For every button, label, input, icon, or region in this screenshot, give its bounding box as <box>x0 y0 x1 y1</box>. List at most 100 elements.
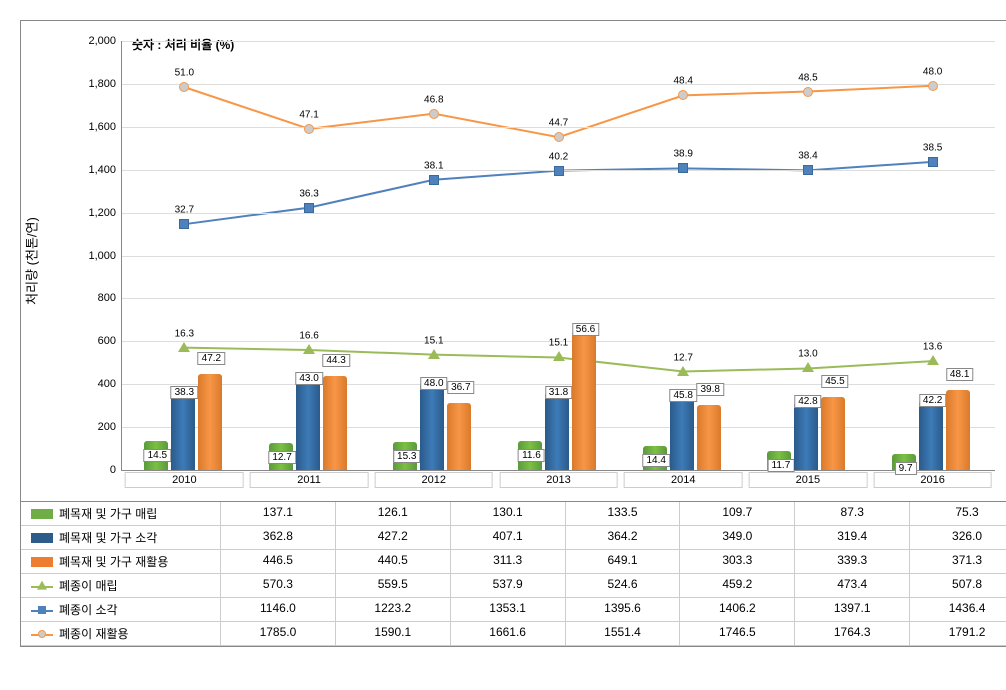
line-pct-label: 16.3 <box>175 328 194 339</box>
table-cell: 126.1 <box>336 502 451 526</box>
marker-circle <box>678 90 688 100</box>
bar-pct-label: 12.7 <box>268 451 295 464</box>
grid-line <box>122 213 995 214</box>
bar-1 <box>670 395 694 470</box>
bar-pct-label: 11.7 <box>768 459 795 472</box>
x-axis-labels: 2010201120122013201420152016 <box>122 472 995 492</box>
table-cell: 1436.4 <box>910 598 1006 622</box>
marker-triangle <box>303 344 315 354</box>
line-pct-label: 48.5 <box>798 72 817 83</box>
y-tick-label: 1,200 <box>88 207 122 219</box>
table-cell: 559.5 <box>336 574 451 598</box>
bar-1 <box>296 378 320 470</box>
table-cell: 427.2 <box>336 526 451 550</box>
table-cell: 133.5 <box>566 502 681 526</box>
table-row-header: 폐종이 재활용 <box>21 622 221 646</box>
bar-pct-label: 31.8 <box>545 386 572 399</box>
table-cell: 137.1 <box>221 502 336 526</box>
bar-pct-label: 38.3 <box>171 386 198 399</box>
x-tick-label: 2013 <box>499 472 618 488</box>
table-cell: 446.5 <box>221 550 336 574</box>
table-cell: 130.1 <box>451 502 566 526</box>
marker-circle <box>429 109 439 119</box>
table-cell: 1353.1 <box>451 598 566 622</box>
table-cell: 87.3 <box>795 502 910 526</box>
table-cell: 407.1 <box>451 526 566 550</box>
legend-swatch <box>31 629 53 639</box>
chart-container: 처리량 (천톤/연) 숫자 : 처리 비율 (%) 20102011201220… <box>20 20 1006 647</box>
bar-pct-label: 45.8 <box>669 389 696 402</box>
line-pct-label: 47.1 <box>299 109 318 120</box>
bar-pct-label: 43.0 <box>295 372 322 385</box>
bar-pct-label: 45.5 <box>821 375 848 388</box>
line-pct-label: 48.4 <box>673 76 692 87</box>
table-cell: 473.4 <box>795 574 910 598</box>
marker-square <box>554 166 564 176</box>
table-cell: 1590.1 <box>336 622 451 646</box>
marker-square <box>179 219 189 229</box>
line-2 <box>184 86 932 137</box>
table-cell: 1223.2 <box>336 598 451 622</box>
legend-swatch <box>31 557 53 567</box>
x-tick-label: 2012 <box>374 472 493 488</box>
table-row-header: 폐목재 및 가구 재활용 <box>21 550 221 574</box>
bar-pct-label: 47.2 <box>198 352 225 365</box>
grid-line <box>122 84 995 85</box>
chart-area: 처리량 (천톤/연) 숫자 : 처리 비율 (%) 20102011201220… <box>21 21 1006 501</box>
line-pct-label: 13.0 <box>798 349 817 360</box>
line-pct-label: 48.0 <box>923 66 942 77</box>
bar-pct-label: 11.6 <box>518 449 545 462</box>
legend-label: 폐목재 및 가구 매립 <box>59 505 157 522</box>
marker-triangle <box>802 362 814 372</box>
table-cell: 362.8 <box>221 526 336 550</box>
line-pct-label: 46.8 <box>424 94 443 105</box>
bar-1 <box>420 383 444 470</box>
table-cell: 326.0 <box>910 526 1006 550</box>
bar-2 <box>697 405 721 470</box>
marker-square <box>678 163 688 173</box>
table-cell: 649.1 <box>566 550 681 574</box>
table-cell: 507.8 <box>910 574 1006 598</box>
table-cell: 339.3 <box>795 550 910 574</box>
bar-pct-label: 39.8 <box>697 383 724 396</box>
line-pct-label: 40.2 <box>549 151 568 162</box>
line-pct-label: 38.1 <box>424 160 443 171</box>
line-pct-label: 15.1 <box>424 335 443 346</box>
table-cell: 1397.1 <box>795 598 910 622</box>
table-cell: 1406.2 <box>680 598 795 622</box>
marker-circle <box>928 81 938 91</box>
bar-pct-label: 44.3 <box>322 354 349 367</box>
y-tick-label: 1,400 <box>88 164 122 176</box>
marker-square <box>429 175 439 185</box>
legend-label: 폐목재 및 가구 재활용 <box>59 553 168 570</box>
marker-square <box>928 157 938 167</box>
x-tick-label: 2010 <box>125 472 244 488</box>
y-tick-label: 0 <box>110 464 122 476</box>
marker-triangle <box>428 349 440 359</box>
x-tick-label: 2016 <box>873 472 992 488</box>
marker-circle <box>179 82 189 92</box>
grid-line <box>122 41 995 42</box>
table-row-header: 폐목재 및 가구 소각 <box>21 526 221 550</box>
line-pct-label: 36.3 <box>299 188 318 199</box>
bar-2 <box>447 403 471 470</box>
table-cell: 524.6 <box>566 574 681 598</box>
marker-square <box>304 203 314 213</box>
line-pct-label: 38.9 <box>673 149 692 160</box>
bar-2 <box>946 390 970 470</box>
table-row-header: 폐종이 소각 <box>21 598 221 622</box>
bar-2 <box>323 376 347 470</box>
legend-label: 폐종이 재활용 <box>59 625 129 642</box>
grid-line <box>122 298 995 299</box>
line-pct-label: 15.1 <box>549 338 568 349</box>
legend-swatch <box>31 605 53 615</box>
line-pct-label: 44.7 <box>549 118 568 129</box>
line-pct-label: 51.0 <box>175 68 194 79</box>
bar-pct-label: 14.4 <box>642 454 669 467</box>
bar-1 <box>919 400 943 470</box>
bar-pct-label: 15.3 <box>393 450 420 463</box>
x-tick-label: 2015 <box>749 472 868 488</box>
table-cell: 1791.2 <box>910 622 1006 646</box>
table-cell: 303.3 <box>680 550 795 574</box>
marker-circle <box>554 132 564 142</box>
